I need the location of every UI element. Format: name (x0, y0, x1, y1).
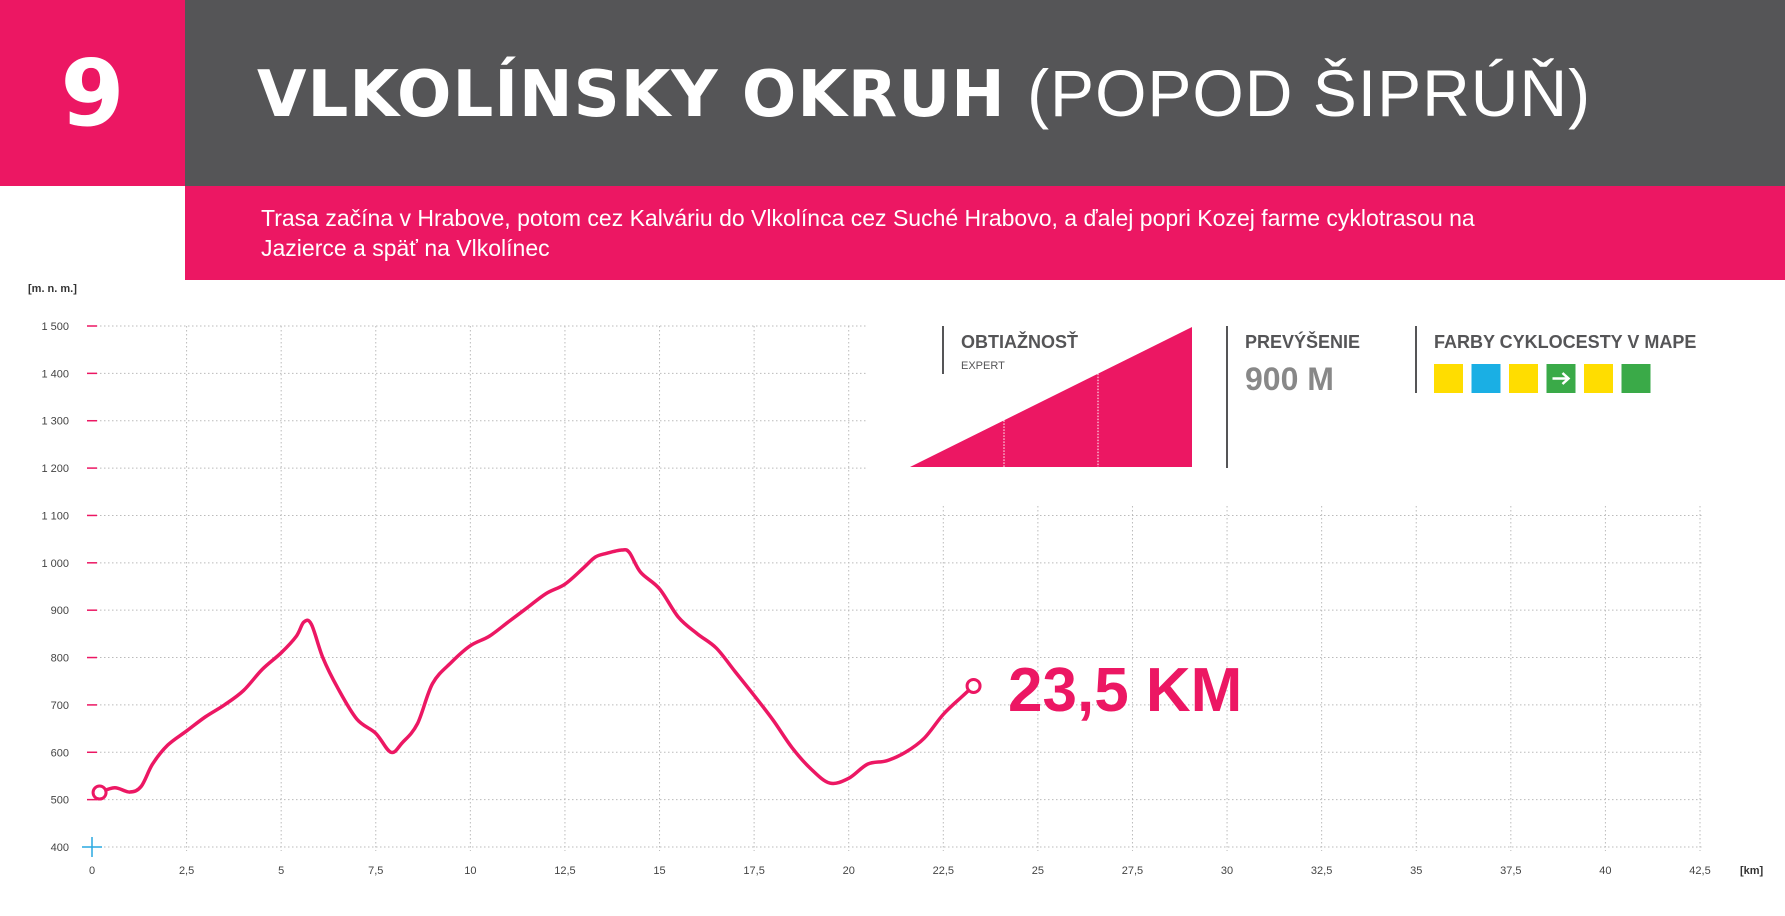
difficulty-wedge (910, 327, 1192, 467)
trail-color-swatch (1434, 364, 1463, 393)
y-tick-label: 400 (51, 842, 69, 854)
x-tick-label: 42,5 (1689, 865, 1710, 877)
x-tick-label: 35 (1410, 865, 1422, 877)
x-tick-label: 17,5 (743, 865, 764, 877)
elevation-label: PREVÝŠENIE (1245, 331, 1360, 352)
line-layer (91, 547, 982, 801)
y-tick-label: 1 100 (41, 510, 69, 522)
y-tick-label: 900 (51, 605, 69, 617)
y-tick-label: 1 200 (41, 463, 69, 475)
elevation-line (97, 547, 976, 795)
x-tick-label: 27,5 (1122, 865, 1143, 877)
x-tick-label: 7,5 (368, 865, 383, 877)
y-tick-label: 600 (51, 747, 69, 759)
x-tick-label: 5 (278, 865, 284, 877)
x-axis-label: [km] (1740, 865, 1764, 877)
x-tick-label: 2,5 (179, 865, 194, 877)
page-title: VLKOLÍNSKY OKRUH (POPOD ŠIPRÚŇ) (257, 55, 1591, 132)
x-tick-label: 40 (1599, 865, 1611, 877)
y-tick-label: 800 (51, 653, 69, 665)
start-marker (91, 784, 108, 801)
x-tick-label: 10 (464, 865, 476, 877)
y-tick-label: 1 300 (41, 416, 69, 428)
route-number: 9 (0, 0, 185, 186)
end-marker (965, 677, 982, 694)
trail-color-swatch (1621, 364, 1651, 393)
difficulty-label: OBTIAŽNOSŤ (961, 331, 1078, 352)
info-layer (910, 326, 1651, 468)
x-tick-label: 37,5 (1500, 865, 1521, 877)
x-tick-label: 20 (843, 865, 855, 877)
x-tick-label: 25 (1032, 865, 1044, 877)
x-tick-label: 32,5 (1311, 865, 1332, 877)
y-tick-label: 700 (51, 700, 69, 712)
difficulty-value: EXPERT (961, 360, 1005, 372)
trail-color-swatch (1509, 364, 1538, 393)
title-subtitle: POPOD ŠIPRÚŇ (1050, 55, 1569, 130)
title-bar: VLKOLÍNSKY OKRUH (POPOD ŠIPRÚŇ) (185, 0, 1785, 186)
colors-label: FARBY CYKLOCESTY V MAPE (1434, 332, 1696, 352)
total-distance-label: 23,5 KM (1008, 656, 1242, 725)
title-paren-open: ( (1027, 55, 1051, 130)
x-tick-label: 30 (1221, 865, 1233, 877)
title-paren-close: ) (1568, 55, 1592, 130)
y-tick-label: 1 500 (41, 321, 69, 333)
title-main: VLKOLÍNSKY OKRUH (257, 57, 1006, 132)
elevation-value: 900 M (1245, 361, 1334, 397)
y-tick-label: 1 400 (41, 368, 69, 380)
trail-color-swatch (1471, 364, 1501, 393)
x-tick-label: 12,5 (554, 865, 575, 877)
x-tick-label: 22,5 (933, 865, 954, 877)
description-bar: Trasa začína v Hrabove, potom cez Kalvár… (185, 186, 1785, 280)
arrow-right-icon (1552, 372, 1571, 385)
y-tick-label: 500 (51, 795, 69, 807)
arrow-head (1561, 372, 1571, 385)
grid-layer (92, 325, 1704, 851)
route-description: Trasa začína v Hrabove, potom cez Kalvár… (261, 205, 1475, 261)
trail-color-swatch (1584, 364, 1613, 393)
x-tick-label: 15 (653, 865, 665, 877)
y-axis-label: [m. n. m.] (28, 283, 77, 295)
y-tick-label: 1 000 (41, 558, 69, 570)
x-tick-label: 0 (89, 865, 95, 877)
